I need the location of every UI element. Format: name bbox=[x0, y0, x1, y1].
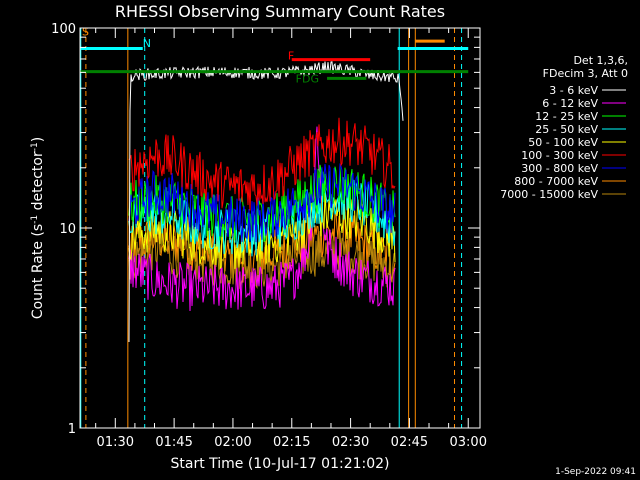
annotation-3: FDG bbox=[296, 72, 319, 85]
legend-label-5: 100 - 300 keV bbox=[521, 149, 598, 162]
x-tick-label-2: 02:00 bbox=[214, 435, 251, 450]
x-tick-label-5: 02:45 bbox=[391, 435, 428, 450]
x-tick-label-0: 01:30 bbox=[97, 435, 134, 450]
series-line-6 bbox=[128, 163, 396, 243]
legend-label-8: 7000 - 15000 keV bbox=[500, 188, 598, 201]
footer-date: 1-Sep-2022 09:41 bbox=[555, 467, 636, 477]
y-tick-label-1: 10 bbox=[59, 222, 76, 237]
legend-label-1: 6 - 12 keV bbox=[542, 97, 598, 110]
series-line-1 bbox=[128, 126, 396, 312]
legend-label-7: 800 - 7000 keV bbox=[514, 175, 598, 188]
y-axis-label: Count Rate (s-1 detector-1) bbox=[30, 137, 46, 319]
x-tick-label-3: 02:15 bbox=[273, 435, 310, 450]
x-axis-label: Start Time (10-Jul-17 01:21:02) bbox=[170, 456, 389, 472]
y-axis-label-part: ) bbox=[30, 137, 46, 142]
legend-label-2: 12 - 25 keV bbox=[535, 110, 598, 123]
y-axis-label-part: detector bbox=[30, 151, 46, 215]
x-tick-label-4: 02:30 bbox=[332, 435, 369, 450]
series-line-0 bbox=[128, 61, 404, 343]
chart-title: RHESSI Observing Summary Count Rates bbox=[115, 2, 445, 21]
y-tick-label-0: 1 bbox=[68, 422, 76, 437]
axis-layer: 1 10 100 01:30 01:45 02:00 02:15 02:30 02:45 03:0… bbox=[51, 22, 487, 450]
annotation-1: N bbox=[143, 37, 151, 50]
legend-label-4: 50 - 100 keV bbox=[528, 136, 598, 149]
legend-label-6: 300 - 800 keV bbox=[521, 162, 598, 175]
series-line-5 bbox=[128, 117, 396, 211]
legend-header-0: Det 1,3,6, bbox=[573, 54, 628, 67]
y-tick-label-2: 100 bbox=[51, 22, 76, 37]
y-axis-label-part: Count Rate (s bbox=[30, 224, 46, 319]
annotation-0: S bbox=[82, 26, 89, 39]
legend-label-0: 3 - 6 keV bbox=[549, 84, 598, 97]
x-tick-label-6: 03:00 bbox=[450, 435, 487, 450]
legend-header-1: FDecim 3, Att 0 bbox=[543, 67, 628, 80]
legend-label-3: 25 - 50 keV bbox=[535, 123, 598, 136]
y-axis-label-part: -1 bbox=[30, 215, 40, 224]
annotation-2: F bbox=[288, 49, 294, 62]
x-tick-label-1: 01:45 bbox=[155, 435, 192, 450]
y-axis-label-part: -1 bbox=[30, 142, 40, 151]
